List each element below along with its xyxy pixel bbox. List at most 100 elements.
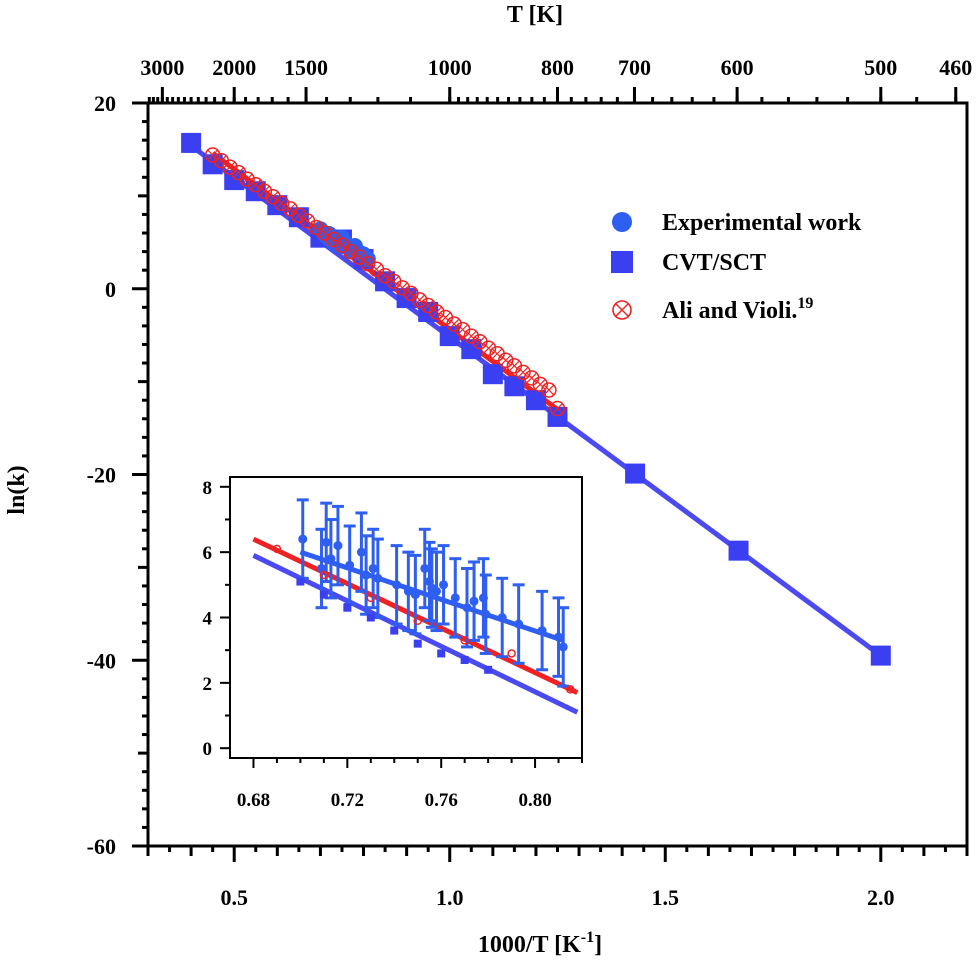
- cvt-sct-point: [504, 376, 525, 397]
- inset-y-tick-label: 8: [203, 478, 213, 499]
- ali-violi-marker-circle: [239, 171, 255, 187]
- top-tick-label: 460: [939, 55, 972, 80]
- inset-experimental-point: [461, 566, 474, 649]
- ali-violi-marker-cross: [492, 348, 503, 359]
- ali-violi-marker-cross: [216, 155, 227, 166]
- x-tick-label: 1.0: [436, 885, 464, 910]
- ali-violi-point: [360, 255, 376, 272]
- ali-violi-point: [342, 243, 359, 260]
- inset-experimental-marker: [439, 580, 449, 590]
- ali-violi-point: [515, 364, 531, 381]
- inset-experimental-point: [324, 517, 337, 600]
- ali-violi-marker-cross: [440, 312, 451, 323]
- ali-violi-marker-cross: [509, 360, 520, 371]
- ali-violi-marker-circle: [256, 183, 273, 199]
- ali-violi-marker-cross: [371, 264, 382, 275]
- ali-violi-marker-circle: [273, 195, 290, 212]
- top-tick-label: 1500: [284, 55, 328, 80]
- cvt-sct-point: [870, 645, 891, 666]
- legend-label: Ali and Violi.19: [662, 295, 813, 324]
- inset-experimental-point: [320, 501, 333, 584]
- ali-violi-marker-cross: [526, 372, 537, 383]
- inset-cvt-sct-point: [460, 655, 469, 664]
- ali-violi-marker-cross: [552, 403, 563, 414]
- ali-violi-point: [291, 207, 307, 224]
- x-tick-label: 2.0: [867, 885, 895, 910]
- inset-experimental-point: [468, 560, 481, 642]
- inset-cvt-sct-point: [296, 577, 305, 586]
- y-tick-label: -20: [87, 463, 116, 488]
- inset-x-tick-label: 0.80: [518, 790, 551, 811]
- ali-violi-point: [498, 352, 514, 369]
- ali-violi-marker-circle: [411, 292, 428, 308]
- legend-marker-cvt-sct: [611, 251, 633, 273]
- inset-experimental-marker: [326, 554, 336, 564]
- ali-violi-marker-circle: [308, 219, 324, 236]
- legend-label-text: Experimental work: [662, 210, 862, 236]
- y-tick-label: 0: [105, 277, 116, 302]
- inset-x-tick-label: 0.72: [331, 790, 364, 811]
- ali-violi-marker-cross: [388, 276, 399, 287]
- ali-violi-point: [463, 328, 480, 344]
- main-data: [181, 132, 891, 666]
- cvt-sct-point: [525, 390, 546, 411]
- legend-marker-ali-violi: [612, 300, 632, 320]
- ali-violi-marker-circle: [515, 364, 531, 381]
- inset-cvt-sct-point: [413, 639, 422, 648]
- legend-label-text: CVT/SCT: [662, 250, 766, 276]
- inset-experimental-marker: [317, 563, 327, 573]
- ali-violi-marker-cross: [380, 270, 391, 281]
- inset-experimental-marker: [469, 596, 479, 606]
- ali-violi-marker-cross: [207, 150, 218, 160]
- cvt-sct-point: [461, 339, 482, 360]
- ali-violi-point: [204, 147, 221, 163]
- ali-violi-point: [532, 376, 549, 393]
- top-tick-label: 2000: [212, 55, 256, 80]
- x-axis-title: 1000/T [K-1]: [478, 929, 602, 958]
- ali-violi-marker-circle: [541, 382, 557, 398]
- inset-experimental-marker: [420, 563, 430, 573]
- ali-violi-marker-cross: [354, 252, 365, 263]
- ali-violi-marker-cross: [233, 167, 244, 178]
- ali-violi-marker-cross: [543, 385, 554, 395]
- ali-violi-marker-circle: [222, 159, 238, 175]
- ali-violi-marker-cross: [337, 240, 347, 251]
- ali-violi-marker-cross: [293, 210, 304, 221]
- inset-experimental-point: [552, 596, 565, 678]
- ali-violi-marker-circle: [377, 267, 393, 284]
- ali-violi-marker-cross: [345, 246, 356, 257]
- ali-violi-marker-cross: [431, 307, 442, 317]
- ali-violi-point: [411, 292, 428, 308]
- inset-experimental-marker: [462, 603, 472, 613]
- ali-violi-marker-cross: [328, 234, 339, 245]
- legend: Experimental work CVT/SCT Ali and Violi.19: [611, 210, 862, 324]
- ali-violi-point: [325, 231, 342, 248]
- inset-experimental-marker: [321, 537, 331, 547]
- ali-violi-point: [394, 280, 411, 296]
- inset-experimental-point: [390, 544, 403, 626]
- cvt-sct-point: [181, 132, 202, 153]
- top-tick-label: 700: [618, 55, 651, 80]
- ali-violi-marker-circle: [342, 243, 359, 260]
- ali-violi-marker-cross: [474, 336, 485, 347]
- cvt-sct-point: [547, 406, 568, 427]
- inset-experimental-marker: [298, 534, 308, 544]
- top-tick-label: 800: [541, 55, 574, 80]
- ali-violi-point: [541, 382, 557, 398]
- ali-violi-marker-circle: [549, 400, 566, 417]
- x-axis-title-superscript: -1: [581, 929, 594, 946]
- inset-experimental-point: [437, 544, 450, 626]
- legend-label-superscript: 19: [797, 295, 813, 312]
- ali-violi-marker-circle: [463, 328, 480, 344]
- ali-violi-marker-circle: [325, 231, 342, 248]
- inset-experimental-point: [479, 573, 492, 655]
- inset-ali-violi-point: [507, 649, 516, 658]
- inset-cvt-sct-point: [366, 613, 375, 622]
- ali-violi-marker-cross: [500, 355, 511, 366]
- top-axis-title: T [K]: [507, 2, 563, 28]
- inset-experimental-marker: [558, 642, 568, 652]
- inset-y-tick-label: 2: [203, 674, 213, 695]
- inset-cvt-sct-point: [343, 603, 352, 612]
- inset-experimental-marker: [345, 560, 355, 570]
